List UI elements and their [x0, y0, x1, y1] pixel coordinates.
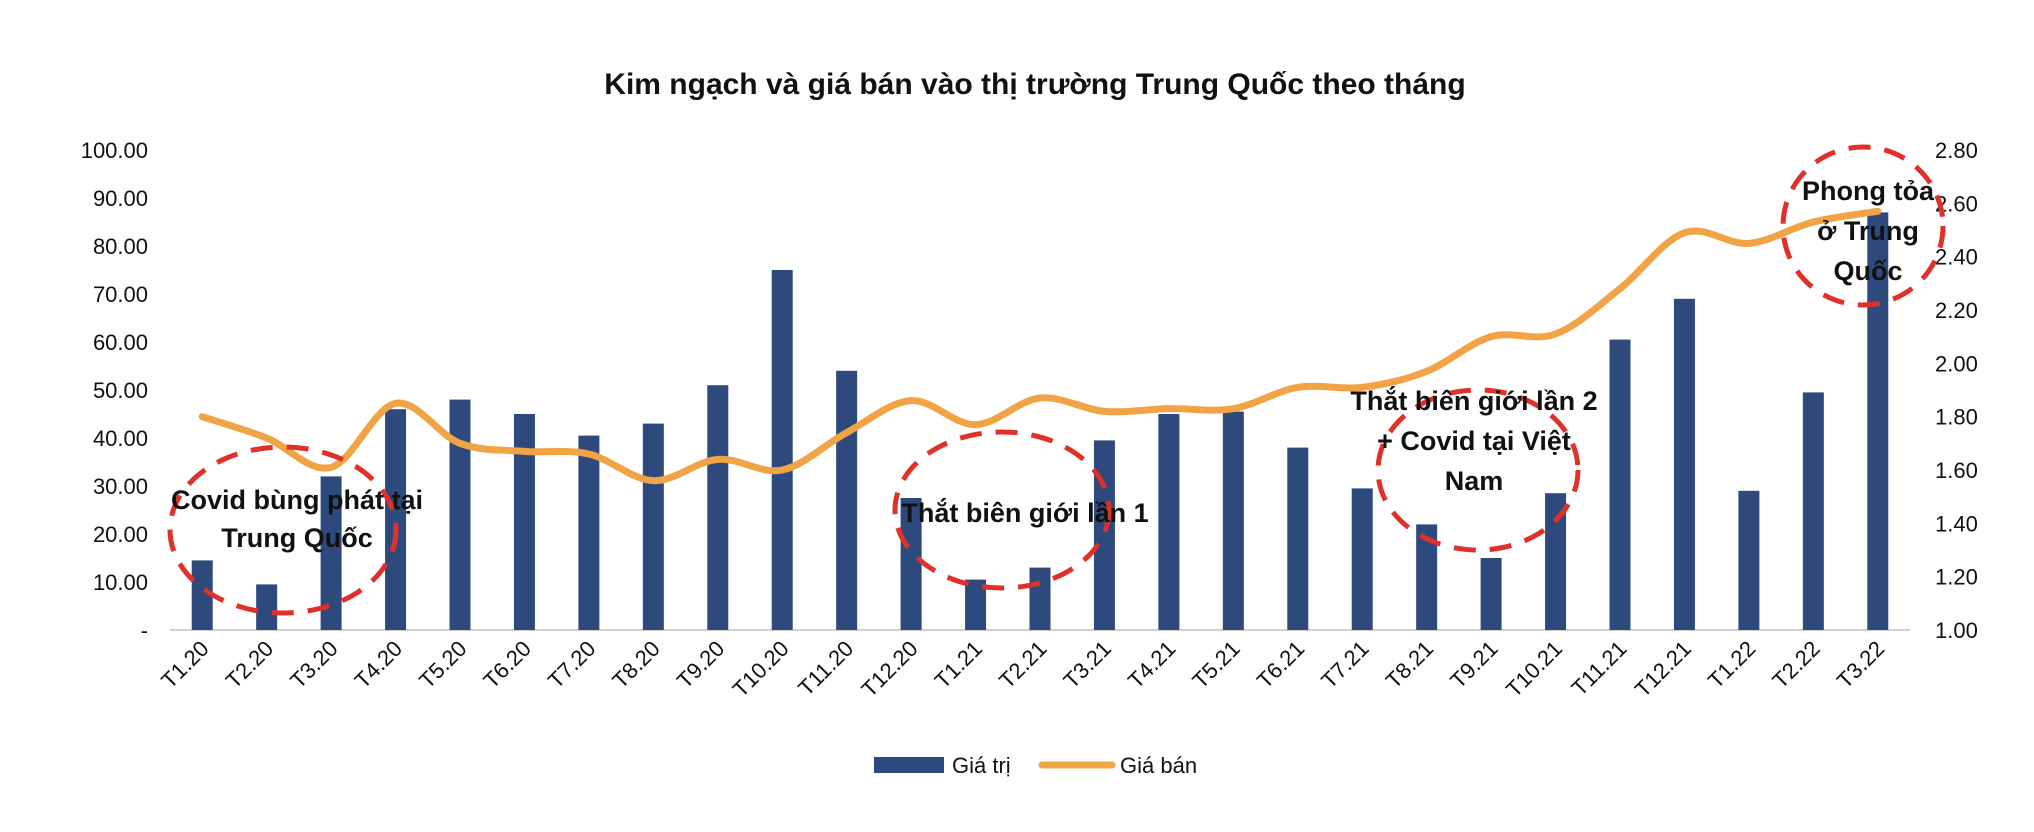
bar: [900, 498, 922, 630]
legend: Giá trị Giá bán: [874, 753, 1197, 778]
left-tick-label: 80.00: [93, 234, 148, 259]
x-tick-label: T1.20: [156, 636, 213, 693]
right-tick-label: 2.20: [1935, 298, 1978, 323]
bar: [1287, 447, 1309, 630]
right-tick-label: 2.00: [1935, 351, 1978, 376]
right-tick-label: 2.80: [1935, 138, 1978, 163]
x-tick-label: T3.21: [1059, 636, 1116, 693]
annotation-text: + Covid tại Việt: [1377, 426, 1571, 456]
x-tick-label: T11.20: [793, 636, 858, 701]
left-tick-label: 10.00: [93, 570, 148, 595]
left-tick-label: 70.00: [93, 282, 148, 307]
x-tick-label: T11.21: [1567, 636, 1632, 701]
right-tick-label: 2.40: [1935, 245, 1978, 270]
chart-title: Kim ngạch và giá bán vào thị trường Trun…: [604, 68, 1465, 101]
annotation-ellipse: [1780, 144, 1946, 308]
bar: [1351, 488, 1373, 630]
x-tick-label: T8.20: [607, 636, 664, 693]
x-tick-label: T8.21: [1381, 636, 1438, 693]
bar: [1867, 212, 1889, 630]
x-tick-label: T9.20: [672, 636, 729, 693]
x-tick-label: T9.21: [1445, 636, 1502, 693]
legend-label: Giá bán: [1120, 753, 1197, 778]
right-axis: 1.001.201.401.601.802.002.202.402.602.80: [1935, 138, 1978, 643]
x-tick-label: T6.21: [1252, 636, 1309, 693]
left-tick-label: 50.00: [93, 378, 148, 403]
x-tick-label: T4.20: [350, 636, 407, 693]
right-tick-label: 1.00: [1935, 618, 1978, 643]
right-tick-label: 1.60: [1935, 458, 1978, 483]
x-tick-label: T10.20: [728, 636, 794, 702]
annotation-text: Thắt biên giới lần 2: [1350, 385, 1597, 416]
line-series: [198, 207, 1882, 485]
x-tick-label: T1.21: [930, 636, 987, 693]
bar: [1738, 490, 1760, 630]
x-axis: T1.20 T2.20 T3.20 T4.20 T5.20 T6.20 T7.20 T8.20…: [156, 636, 1889, 702]
x-tick-label: T3.20: [285, 636, 342, 693]
bar: [1029, 567, 1051, 630]
bar: [1545, 493, 1567, 630]
x-tick-label: T7.20: [543, 636, 600, 693]
legend-label: Giá trị: [952, 753, 1011, 778]
left-tick-label: 100.00: [81, 138, 148, 163]
bar: [513, 414, 535, 630]
bar: [1480, 558, 1502, 630]
bar: [256, 584, 278, 630]
annotation-text: Covid bùng phát tại: [171, 485, 423, 515]
bar: [836, 370, 858, 630]
x-tick-label: T7.21: [1316, 636, 1373, 693]
annotation-text: Phong tỏa: [1802, 176, 1935, 206]
x-tick-label: T2.20: [221, 636, 278, 693]
annotation-ellipse: [892, 429, 1112, 591]
bar: [965, 579, 987, 630]
bar: [1416, 524, 1438, 630]
x-tick-label: T12.20: [857, 636, 923, 702]
bar: [320, 476, 342, 630]
x-tick-label: T2.22: [1767, 636, 1824, 693]
annotation-text: Trung Quốc: [221, 523, 373, 553]
bar: [771, 270, 793, 630]
left-tick-label: 30.00: [93, 474, 148, 499]
x-tick-label: T4.21: [1123, 636, 1180, 693]
bar: [578, 435, 600, 630]
left-tick-label: 90.00: [93, 186, 148, 211]
x-tick-label: T3.22: [1832, 636, 1889, 693]
bar: [1802, 392, 1824, 630]
bar: [707, 385, 729, 630]
bar: [385, 409, 407, 630]
x-tick-label: T1.22: [1703, 636, 1760, 693]
bar: [1609, 339, 1631, 630]
annotation-ellipse: [1375, 387, 1581, 553]
left-tick-label: 60.00: [93, 330, 148, 355]
left-tick-label: -: [141, 618, 148, 643]
x-tick-label: T5.21: [1187, 636, 1244, 693]
bar: [1222, 411, 1244, 630]
bar: [449, 399, 471, 630]
bar-series: [191, 212, 1889, 630]
x-tick-label: T10.21: [1501, 636, 1567, 702]
right-tick-label: 1.40: [1935, 511, 1978, 536]
annotation-text: ở Trung: [1817, 216, 1919, 246]
left-tick-label: 40.00: [93, 426, 148, 451]
annotation-text: Quốc: [1833, 256, 1902, 286]
annotation-text: Nam: [1445, 466, 1504, 496]
bar: [1673, 298, 1695, 630]
bar: [1093, 440, 1115, 630]
bar: [1158, 414, 1180, 630]
annotations: Covid bùng phát tại Trung Quốc Thắt biên g…: [167, 144, 1946, 616]
legend-swatch-bar: [874, 757, 944, 773]
left-tick-label: 20.00: [93, 522, 148, 547]
x-tick-label: T12.21: [1630, 636, 1696, 702]
annotation-text: Thắt biên giới lần 1: [901, 497, 1148, 528]
right-tick-label: 1.20: [1935, 565, 1978, 590]
right-tick-label: 1.80: [1935, 405, 1978, 430]
left-axis: - 10.00 20.00 30.00 40.00 50.00 60.00 70.00 80.0…: [81, 138, 148, 643]
bar: [642, 423, 664, 630]
x-tick-label: T5.20: [414, 636, 471, 693]
x-tick-label: T2.21: [994, 636, 1051, 693]
annotation-ellipse: [167, 444, 399, 616]
x-tick-label: T6.20: [479, 636, 536, 693]
bar: [191, 560, 213, 630]
